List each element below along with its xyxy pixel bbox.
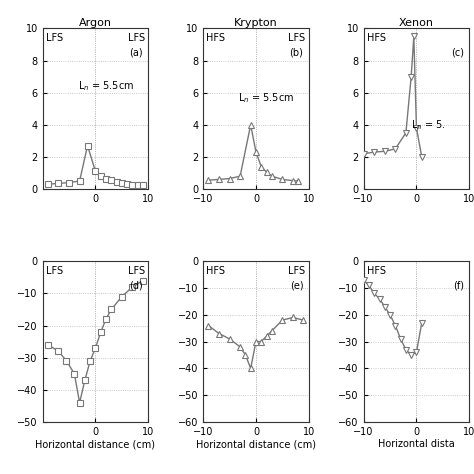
X-axis label: Horizontal distance (cm): Horizontal distance (cm) [36, 439, 155, 449]
Text: (b): (b) [290, 48, 303, 58]
Text: LFS: LFS [289, 266, 306, 276]
Text: (a): (a) [129, 48, 143, 58]
X-axis label: Horizontal dista: Horizontal dista [378, 439, 455, 449]
Text: (d): (d) [129, 281, 143, 291]
Text: LFS: LFS [289, 33, 306, 43]
Text: (c): (c) [451, 48, 464, 58]
Text: (f): (f) [453, 281, 464, 291]
Text: LFS: LFS [128, 33, 145, 43]
Text: HFS: HFS [206, 266, 225, 276]
Text: LFS: LFS [128, 266, 145, 276]
Text: LFS: LFS [46, 33, 63, 43]
Text: LFS: LFS [46, 266, 63, 276]
Text: L$_n$ = 5.: L$_n$ = 5. [411, 118, 446, 132]
Text: L$_n$ = 5.5cm: L$_n$ = 5.5cm [238, 91, 294, 104]
X-axis label: Horizontal distance (cm): Horizontal distance (cm) [196, 439, 316, 449]
Text: (e): (e) [290, 281, 303, 291]
Text: HFS: HFS [367, 266, 386, 276]
Text: L$_n$ = 5.5cm: L$_n$ = 5.5cm [78, 80, 134, 93]
Title: Xenon: Xenon [399, 18, 434, 27]
Text: HFS: HFS [206, 33, 225, 43]
Text: HFS: HFS [367, 33, 386, 43]
Title: Argon: Argon [79, 18, 112, 27]
Title: Krypton: Krypton [234, 18, 278, 27]
